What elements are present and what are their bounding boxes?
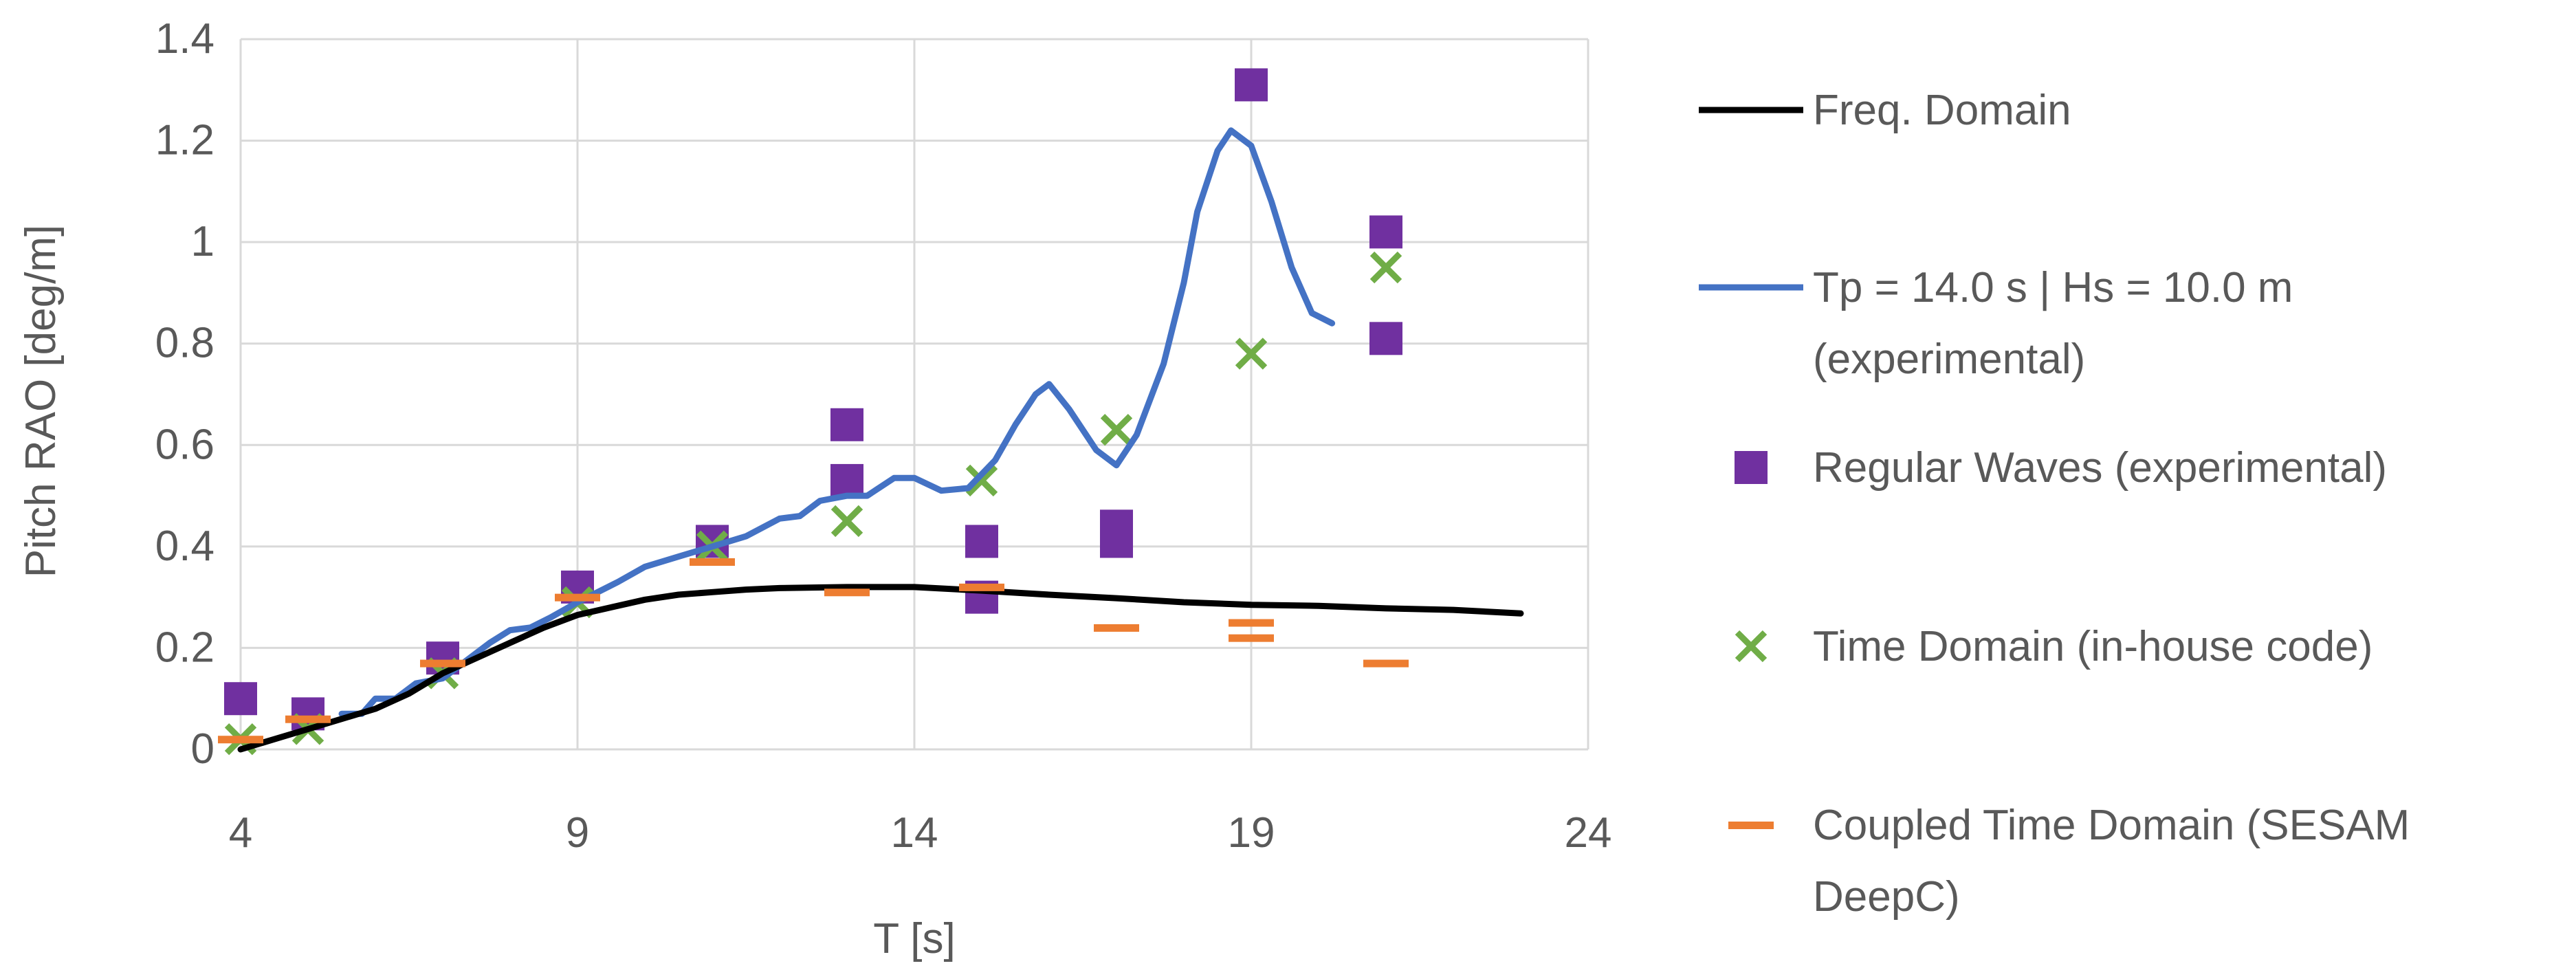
data-point-stroke [965, 464, 998, 497]
series-1 [338, 127, 1336, 717]
legend: Freq. Domain Tp = 14.0 s | Hs = 10.0 m (ex… [1699, 87, 2410, 921]
data-point [1369, 322, 1402, 355]
y-tick-label: 1 [191, 218, 214, 265]
data-point [1229, 634, 1274, 642]
data-point [690, 558, 735, 566]
data-point [830, 505, 863, 538]
y-tick-label: 0.2 [155, 624, 214, 671]
data-point-stroke [1100, 413, 1133, 446]
x-tick-label: 24 [1565, 809, 1612, 857]
series-2 [224, 68, 1402, 731]
y-tick-label: 0.6 [155, 421, 214, 468]
legend-label: Coupled Time Domain (SESAM [1813, 802, 2410, 849]
series-0 [237, 584, 1524, 753]
legend-item: Coupled Time Domain (SESAM DeepC) [1728, 802, 2410, 921]
legend-label: Regular Waves (experimental) [1813, 444, 2387, 492]
legend-swatch-stroke [1735, 630, 1768, 663]
y-tick-label: 1.4 [155, 15, 214, 63]
data-point [965, 525, 998, 558]
data-point-stroke [1235, 338, 1268, 370]
y-tick-label: 1.2 [155, 117, 214, 164]
data-point [1100, 525, 1133, 558]
legend-swatch [1728, 822, 1774, 829]
legend-label: DeepC) [1813, 873, 1960, 921]
data-point [959, 583, 1004, 591]
data-point [1100, 413, 1133, 446]
data-point [824, 588, 870, 597]
legend-label: (experimental) [1813, 336, 2085, 383]
legend-item: Regular Waves (experimental) [1735, 444, 2387, 492]
y-tick-label: 0.8 [155, 320, 214, 367]
series-line [338, 127, 1336, 717]
x-tick-label: 19 [1228, 809, 1275, 857]
legend-label: Time Domain (in-house code) [1813, 623, 2373, 670]
data-point [965, 464, 998, 497]
data-point [830, 463, 863, 497]
legend-swatch [1735, 451, 1768, 484]
y-tick-label: 0 [191, 725, 214, 773]
series-line [237, 584, 1524, 753]
data-point-stroke [1369, 251, 1402, 284]
legend-item: Time Domain (in-house code) [1735, 623, 2373, 670]
legend-label: Tp = 14.0 s | Hs = 10.0 m [1813, 264, 2293, 311]
tick-labels: 0 0.2 0.4 0.6 0.8 1 1.2 1.4 4 9 14 19 24 [155, 15, 1612, 857]
legend-swatch [1735, 630, 1768, 663]
data-point-stroke [830, 505, 863, 538]
data-point [420, 659, 465, 668]
series-4 [218, 558, 1409, 744]
legend-label: Freq. Domain [1813, 87, 2071, 134]
data-point [1094, 624, 1139, 632]
data-point [555, 593, 600, 602]
data-point [224, 682, 257, 716]
x-tick-label: 4 [229, 809, 252, 857]
data-point [830, 408, 863, 441]
x-tick-label: 9 [566, 809, 589, 857]
data-point [1369, 215, 1402, 249]
data-point [1235, 68, 1268, 102]
legend-item: Tp = 14.0 s | Hs = 10.0 m (experimental) [1699, 264, 2293, 383]
x-tick-label: 14 [891, 809, 938, 857]
x-axis-title: T [s] [873, 915, 955, 962]
series-layer [218, 68, 1524, 756]
data-point [218, 736, 263, 744]
data-point [1235, 338, 1268, 370]
y-axis-title: Pitch RAO [deg/m] [17, 225, 65, 578]
grid-lines [239, 38, 1589, 751]
data-point [1229, 619, 1274, 627]
legend-item: Freq. Domain [1699, 87, 2071, 134]
data-point [1369, 251, 1402, 284]
data-point [285, 715, 331, 723]
data-point [1363, 659, 1409, 668]
y-tick-label: 0.4 [155, 522, 214, 570]
